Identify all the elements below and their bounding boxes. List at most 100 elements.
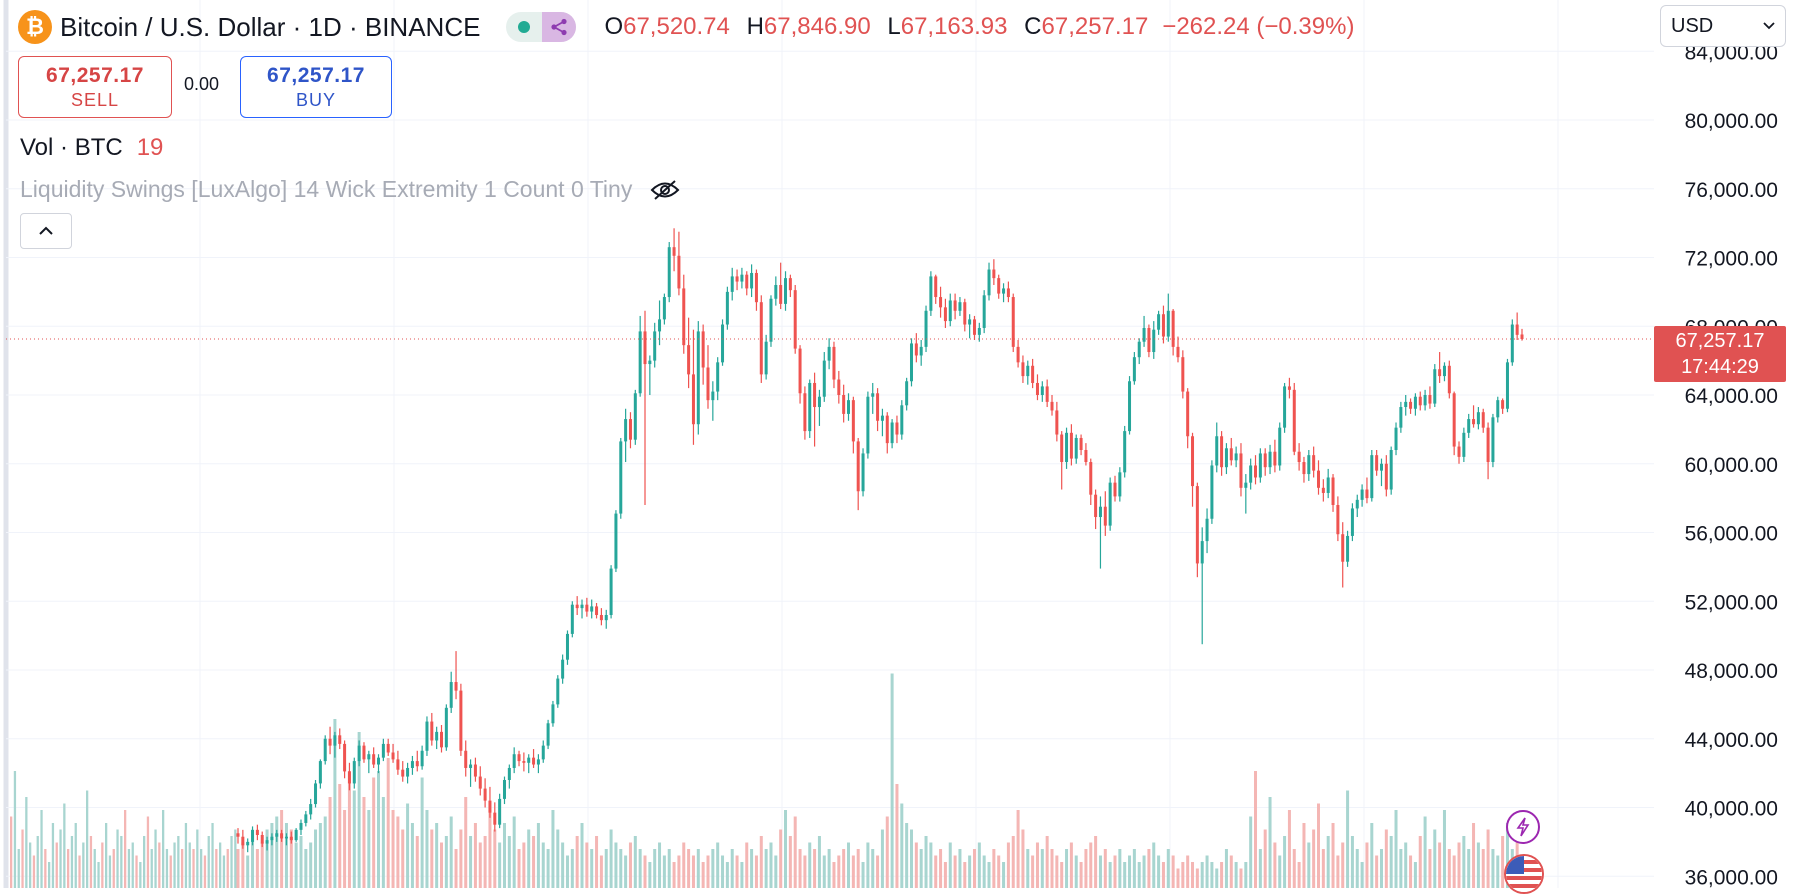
- candle: [948, 293, 952, 327]
- candle: [473, 757, 477, 782]
- candle: [943, 298, 947, 328]
- candle: [1166, 293, 1170, 342]
- candle: [682, 274, 686, 354]
- candle: [982, 290, 986, 334]
- volume-bar: [1409, 855, 1413, 888]
- candle: [1428, 386, 1432, 409]
- low-value: 67,163.93: [900, 13, 1008, 40]
- volume-bar: [265, 829, 269, 888]
- volume-bar: [972, 849, 976, 888]
- volume-bar: [1239, 868, 1243, 888]
- buy-button[interactable]: 67,257.17 BUY: [240, 56, 392, 118]
- volume-bar: [323, 816, 327, 888]
- volume-bar: [357, 732, 361, 888]
- lightning-icon[interactable]: [1506, 810, 1540, 844]
- y-tick-label: 76,000.00: [1685, 179, 1778, 202]
- volume-bar: [459, 829, 463, 888]
- volume-bar: [851, 855, 855, 888]
- volume-bar: [1220, 862, 1224, 888]
- eye-hidden-icon[interactable]: [650, 179, 680, 201]
- candle: [507, 764, 511, 789]
- candle: [1098, 496, 1102, 569]
- candle: [236, 828, 240, 844]
- candle: [1273, 439, 1277, 473]
- symbol-title[interactable]: Bitcoin / U.S. Dollar · 1D · BINANCE: [60, 11, 481, 42]
- candle: [667, 242, 671, 303]
- candle: [1254, 455, 1258, 485]
- status-pill[interactable]: [506, 12, 577, 42]
- currency-select[interactable]: USD: [1660, 5, 1786, 47]
- collapse-legend-button[interactable]: [20, 213, 72, 249]
- price-axis[interactable]: 84,000.0080,000.0076,000.0072,000.0068,0…: [1654, 0, 1794, 888]
- volume-bar: [914, 842, 918, 888]
- candle: [851, 396, 855, 454]
- volume-bar: [1292, 849, 1296, 888]
- volume-bar: [1089, 842, 1093, 888]
- indicator-legend[interactable]: Liquidity Swings [LuxAlgo] 14 Wick Extre…: [20, 176, 680, 203]
- candle: [1031, 358, 1035, 389]
- volume-bar: [1442, 810, 1446, 888]
- candle: [1084, 443, 1088, 466]
- candle: [444, 704, 448, 751]
- candle: [769, 295, 773, 347]
- y-tick-label: 72,000.00: [1685, 248, 1778, 271]
- volume-bar: [798, 849, 802, 888]
- volume-bar: [234, 829, 237, 888]
- volume-bar: [1200, 862, 1204, 888]
- candle: [1389, 446, 1393, 495]
- volume-bar: [1234, 862, 1238, 888]
- volume-bar: [1452, 855, 1456, 888]
- volume-bar: [1181, 862, 1185, 888]
- volume-bar: [1224, 849, 1228, 888]
- volume-legend[interactable]: Vol · BTC 19: [20, 134, 163, 162]
- volume-bar: [754, 855, 758, 888]
- volume-bar: [677, 855, 681, 888]
- volume-bar: [1355, 849, 1359, 888]
- volume-bar: [101, 842, 104, 888]
- candle: [1006, 281, 1010, 303]
- volume-bar: [939, 849, 943, 888]
- candle: [1118, 467, 1122, 502]
- candle: [1045, 379, 1049, 408]
- candle: [658, 300, 662, 346]
- volume-bar: [44, 849, 47, 888]
- volume-bar: [150, 849, 153, 888]
- sell-button[interactable]: 67,257.17 SELL: [18, 56, 172, 118]
- volume-bar: [146, 816, 150, 888]
- volume-bar: [1486, 829, 1490, 888]
- volume-bar: [1346, 790, 1350, 888]
- volume-bar: [425, 810, 429, 888]
- volume-bar: [502, 823, 506, 888]
- candle: [304, 810, 308, 827]
- volume-bar: [735, 855, 739, 888]
- candle: [1476, 407, 1480, 430]
- candle: [1011, 293, 1015, 353]
- candle: [556, 675, 560, 708]
- candle: [377, 754, 381, 774]
- candle: [352, 757, 356, 789]
- candle: [551, 700, 555, 727]
- volume-bar: [595, 836, 599, 888]
- volume-bar: [59, 829, 62, 888]
- volume-bar: [667, 849, 671, 888]
- volume-bar: [255, 849, 259, 888]
- volume-bar: [1152, 842, 1156, 888]
- volume-bar: [1379, 849, 1383, 888]
- volume-bar: [1316, 803, 1321, 888]
- candle: [653, 322, 657, 368]
- volume-bar: [934, 855, 938, 888]
- volume-bar: [1137, 862, 1141, 888]
- us-flag-icon[interactable]: [1504, 854, 1544, 894]
- volume-bar: [1011, 836, 1015, 888]
- volume-bar: [1297, 862, 1301, 888]
- volume-bar: [1404, 842, 1408, 888]
- volume-bar: [696, 849, 700, 888]
- volume-bar: [730, 849, 734, 888]
- candle: [1467, 413, 1471, 438]
- volume-bar: [628, 842, 632, 888]
- candle: [1132, 352, 1136, 385]
- share-icon[interactable]: [542, 12, 577, 42]
- candle: [410, 755, 414, 775]
- candle: [750, 264, 754, 298]
